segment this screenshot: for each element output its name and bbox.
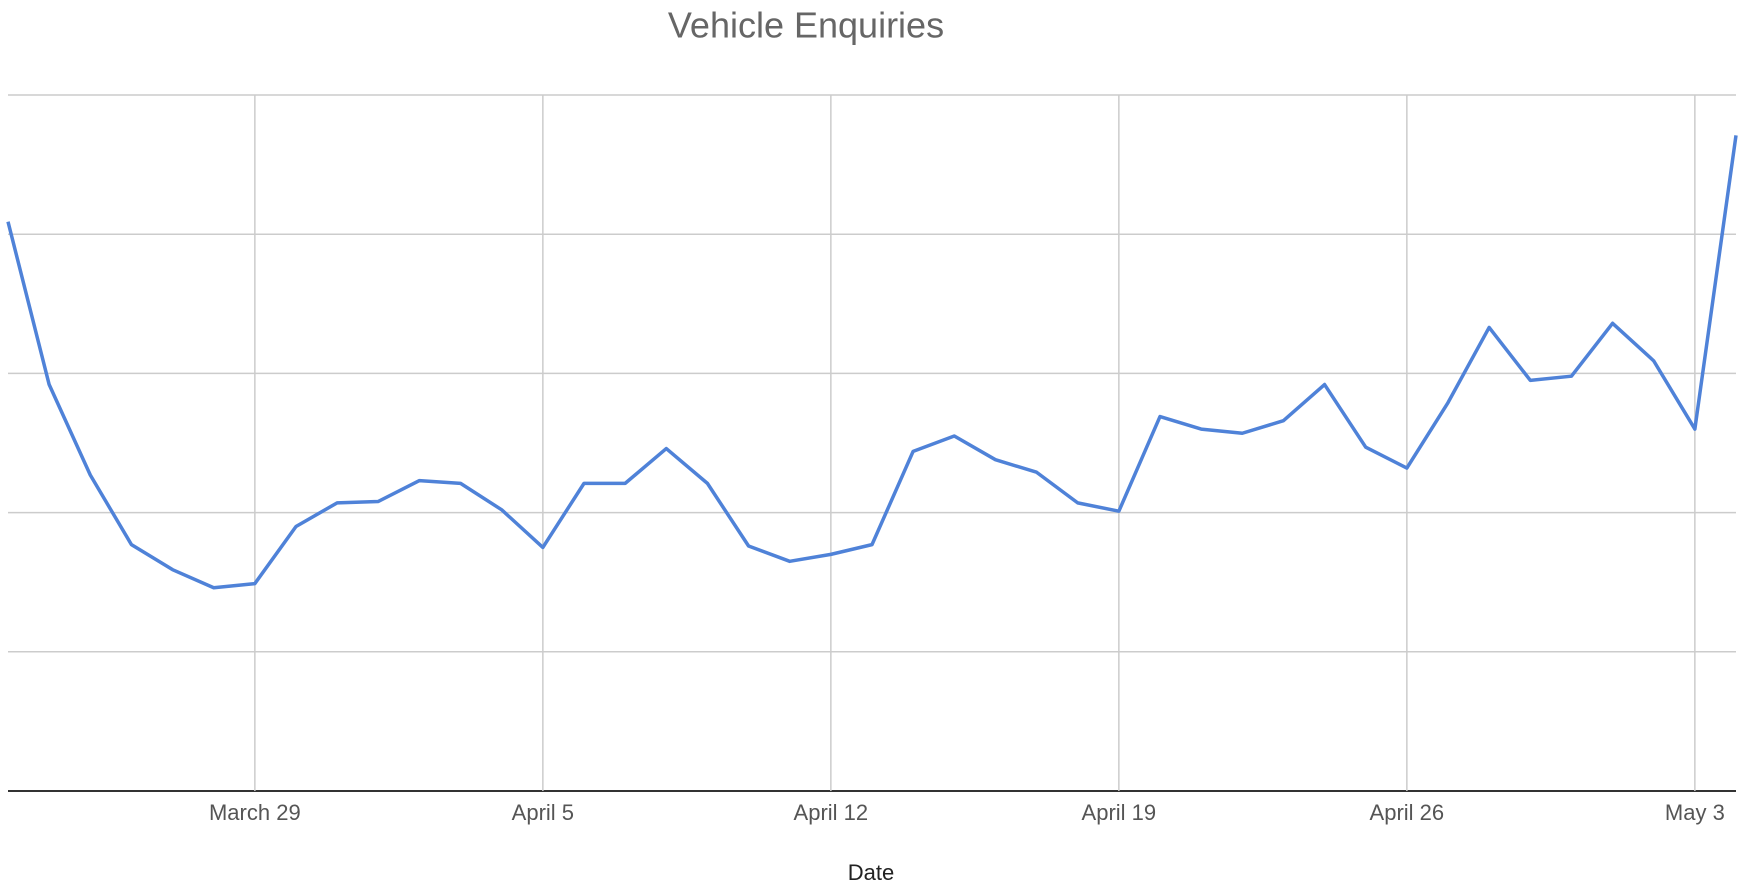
x-tick-label: April 26 <box>1370 800 1445 825</box>
data-line <box>6 135 1738 590</box>
x-tick-label: April 5 <box>512 800 574 825</box>
x-tick-label: March 29 <box>209 800 301 825</box>
x-tick-label: May 3 <box>1665 800 1725 825</box>
x-tick-label: April 12 <box>794 800 869 825</box>
x-axis-label: Date <box>848 860 894 885</box>
chart-title: Vehicle Enquiries <box>668 5 944 46</box>
x-tick-label: April 19 <box>1082 800 1157 825</box>
